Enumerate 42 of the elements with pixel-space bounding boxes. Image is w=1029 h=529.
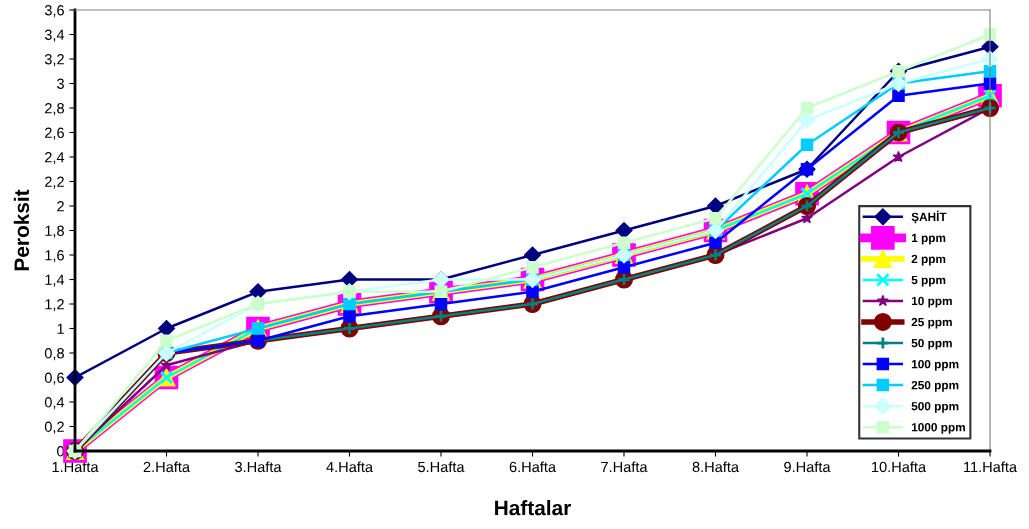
y-tick-label: 1,2 bbox=[45, 299, 64, 312]
y-tick-label: 0,6 bbox=[44, 372, 64, 385]
x-axis-title: Haftalar bbox=[495, 500, 571, 516]
legend-label: 2 ppm bbox=[911, 254, 946, 266]
legend-label: 100 ppm bbox=[911, 359, 959, 371]
x-tick-label: 4.Hafta bbox=[326, 461, 374, 473]
x-tick-label: 5.Hafta bbox=[418, 461, 465, 473]
x-tick-label: 1.Hafta bbox=[52, 461, 99, 473]
y-tick-label: 2 bbox=[57, 201, 64, 212]
y-tick-label: 2,8 bbox=[45, 103, 64, 116]
y-tick-label: 1,6 bbox=[45, 250, 64, 263]
x-tick-label: 8.Hafta bbox=[692, 461, 740, 473]
y-tick-label: 0,8 bbox=[44, 348, 64, 361]
y-tick-label: 3 bbox=[57, 78, 64, 89]
y-tick-label: 3,6 bbox=[44, 5, 64, 18]
y-tick-label: 2,6 bbox=[45, 127, 64, 140]
x-tick-label: 10.Hafta bbox=[872, 461, 927, 473]
x-tick-label: 11.Hafta bbox=[964, 461, 1018, 473]
legend-label: 25 ppm bbox=[911, 317, 952, 329]
y-tick-label: 3,4 bbox=[44, 29, 65, 42]
y-axis-title: Peroksit bbox=[13, 189, 30, 271]
x-tick-label: 3.Hafta bbox=[235, 461, 282, 473]
x-tick-label: 7.Hafta bbox=[601, 461, 648, 473]
y-tick-label: 1 bbox=[57, 323, 64, 334]
x-tick-label: 2.Hafta bbox=[143, 461, 191, 473]
y-tick-label: 0,4 bbox=[44, 397, 65, 410]
y-tick-label: 1,4 bbox=[45, 274, 65, 287]
legend-label: 1 ppm bbox=[911, 233, 946, 245]
legend-label: 50 ppm bbox=[911, 338, 952, 350]
x-tick-label: 9.Hafta bbox=[784, 461, 831, 473]
legend-label: 10 ppm bbox=[911, 296, 952, 308]
y-tick-label: 0,2 bbox=[44, 421, 64, 434]
y-tick-label: 2,4 bbox=[45, 152, 65, 165]
legend-label: 1000 ppm bbox=[911, 423, 965, 434]
legend-label: ŞAHİT bbox=[911, 210, 947, 224]
legend-label: 5 ppm bbox=[911, 275, 946, 287]
legend-label: 500 ppm bbox=[911, 402, 959, 413]
y-tick-label: 2,2 bbox=[45, 176, 64, 189]
legend-label: 250 ppm bbox=[911, 380, 959, 392]
y-tick-label: 1,8 bbox=[45, 225, 64, 238]
y-tick-label: 3,2 bbox=[44, 54, 64, 67]
x-tick-label: 6.Hafta bbox=[509, 461, 557, 473]
